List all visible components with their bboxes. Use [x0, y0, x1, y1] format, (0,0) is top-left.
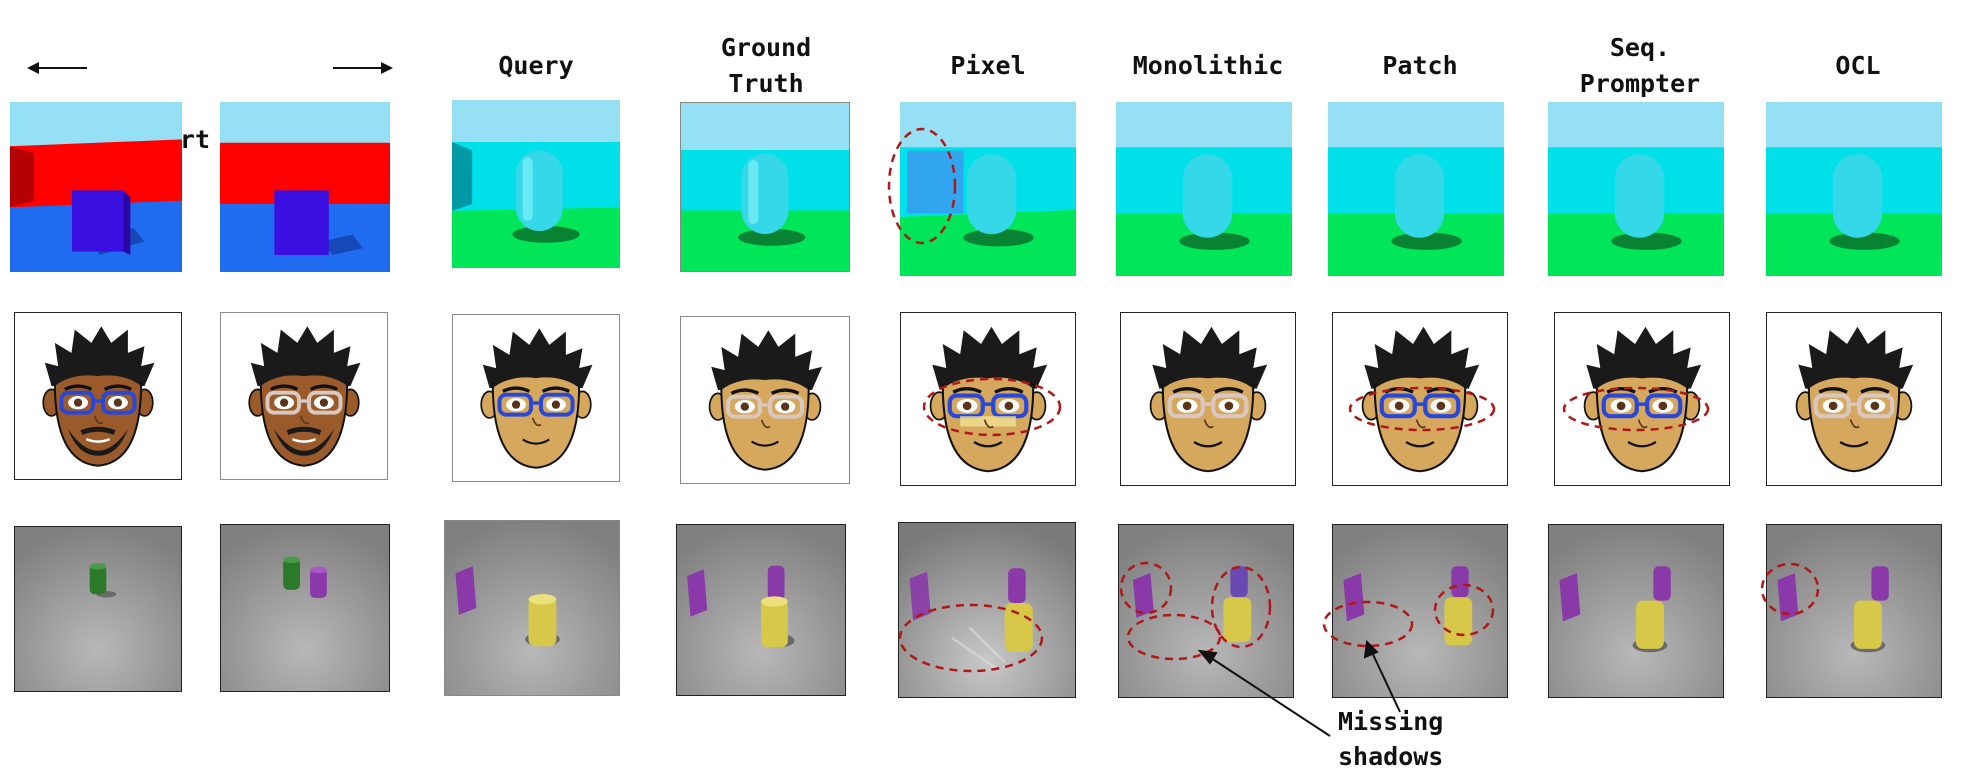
row1-seq-prompter: [1548, 102, 1724, 276]
support-prompt-arrows: [27, 62, 393, 74]
row2-support-1: [14, 312, 182, 480]
cartoon-face: [681, 317, 849, 483]
row2-patch: [1332, 312, 1508, 486]
row3-support-1: [14, 526, 182, 692]
row2-support-2: [220, 312, 388, 480]
cartoon-face: [1555, 313, 1729, 485]
row2-seq-prompter: [1554, 312, 1730, 486]
header-patch: Patch: [1382, 51, 1458, 80]
header-ocl: OCL: [1835, 51, 1881, 80]
row2-query: [452, 314, 620, 482]
cartoon-face: [1121, 313, 1295, 485]
row3-monolithic: [1118, 524, 1294, 698]
header-ground-truth: Ground Truth: [720, 33, 812, 98]
header-pixel: Pixel: [950, 51, 1026, 80]
row1-monolithic: [1116, 102, 1292, 276]
row3-pixel: [898, 522, 1076, 698]
cartoon-face: [901, 313, 1075, 485]
row1-patch: [1328, 102, 1504, 276]
row3-ground-truth: [676, 524, 846, 696]
row1-ground-truth: [680, 102, 850, 272]
missing-shadows-note: Missing shadows: [1338, 707, 1444, 771]
cartoon-face: [15, 313, 181, 479]
row1-ocl: [1766, 102, 1942, 276]
cartoon-face: [221, 313, 387, 479]
row1-pixel: [900, 102, 1076, 276]
row2-pixel: [900, 312, 1076, 486]
row3-support-2: [220, 524, 390, 692]
row2-ocl: [1766, 312, 1942, 486]
row1-support-1: [10, 102, 182, 272]
header-query: Query: [498, 51, 574, 80]
row3-patch: [1332, 524, 1508, 698]
cartoon-face: [1767, 313, 1941, 485]
row3-ocl: [1766, 524, 1942, 698]
row1-query: [452, 100, 620, 268]
cartoon-face: [1333, 313, 1507, 485]
cartoon-face: [453, 315, 619, 481]
row2-ground-truth: [680, 316, 850, 484]
row3-query: [444, 520, 620, 696]
row1-support-2: [220, 102, 390, 272]
header-seq-prompter: Seq. Prompter: [1579, 33, 1701, 98]
header-monolithic: Monolithic: [1132, 51, 1284, 80]
row2-monolithic: [1120, 312, 1296, 486]
row3-seq-prompter: [1548, 524, 1724, 698]
